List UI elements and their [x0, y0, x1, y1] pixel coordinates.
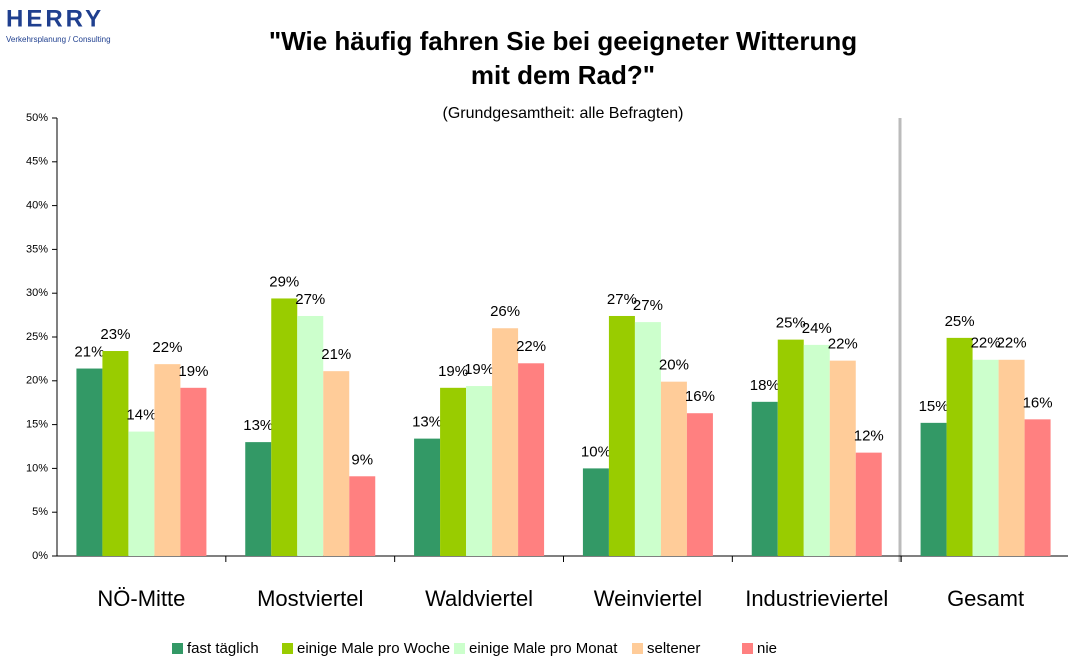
bar — [1024, 419, 1051, 556]
value-label: 16% — [1023, 394, 1053, 411]
y-tick-label: 50% — [26, 112, 48, 124]
bar — [245, 442, 272, 556]
bar — [777, 339, 804, 556]
value-label: 19% — [178, 363, 208, 380]
bar — [920, 422, 947, 556]
value-label: 16% — [685, 388, 715, 405]
bar — [180, 387, 207, 556]
value-label: 22% — [828, 336, 858, 353]
bar — [634, 322, 661, 556]
legend-label: fast täglich — [187, 640, 259, 657]
value-label: 23% — [100, 326, 130, 343]
bar — [440, 387, 467, 556]
y-tick-label: 0% — [32, 550, 48, 562]
value-label: 18% — [750, 377, 780, 394]
bar — [972, 359, 999, 556]
logo: HERRY — [6, 5, 104, 32]
value-label: 27% — [607, 291, 637, 308]
value-label: 20% — [659, 357, 689, 374]
x-tick-label: Gesamt — [947, 586, 1024, 611]
y-tick-label: 15% — [26, 419, 48, 431]
bar — [998, 359, 1025, 556]
legend-label: einige Male pro Woche — [297, 640, 450, 657]
value-label: 19% — [438, 363, 468, 380]
value-label: 10% — [581, 443, 611, 460]
bar — [751, 401, 778, 556]
value-label: 13% — [412, 414, 442, 431]
bar — [76, 368, 103, 556]
bar — [102, 351, 129, 556]
value-label: 22% — [971, 335, 1001, 352]
chart-title: "Wie häufig fahren Sie bei geeigneter Wi… — [269, 26, 857, 56]
legend-swatch — [282, 643, 293, 654]
x-tick-label: Waldviertel — [425, 586, 533, 611]
bar — [271, 298, 298, 556]
bar — [582, 468, 609, 556]
y-tick-label: 25% — [26, 331, 48, 343]
y-tick-label: 20% — [26, 375, 48, 387]
legend-swatch — [742, 643, 753, 654]
x-tick-label: Mostviertel — [257, 586, 363, 611]
value-label: 26% — [490, 303, 520, 320]
legend-label: nie — [757, 640, 777, 657]
logo-tagline: Verkehrsplanung / Consulting — [6, 35, 111, 44]
bar — [128, 431, 155, 556]
bar — [466, 386, 493, 556]
value-label: 21% — [321, 346, 351, 363]
value-label: 25% — [776, 315, 806, 332]
value-label: 22% — [997, 335, 1027, 352]
bar — [518, 363, 545, 556]
value-label: 21% — [74, 344, 104, 361]
bar — [349, 476, 376, 556]
x-tick-label: Weinviertel — [594, 586, 702, 611]
bar — [803, 344, 830, 556]
bar — [323, 371, 350, 556]
value-label: 27% — [633, 297, 663, 314]
value-label: 29% — [269, 273, 299, 290]
y-tick-label: 30% — [26, 287, 48, 299]
bar — [608, 315, 635, 556]
y-tick-label: 35% — [26, 243, 48, 255]
subtitle: (Grundgesamtheit: alle Befragten) — [442, 105, 683, 122]
value-label: 27% — [295, 291, 325, 308]
value-label: 15% — [919, 398, 949, 415]
bar — [154, 364, 181, 556]
x-tick-label: NÖ-Mitte — [97, 586, 185, 611]
legend-swatch — [632, 643, 643, 654]
bar — [946, 337, 973, 556]
value-label: 9% — [351, 451, 373, 468]
bar — [492, 328, 519, 556]
chart-title: mit dem Rad?" — [471, 60, 655, 90]
value-label: 22% — [152, 339, 182, 356]
value-label: 19% — [464, 361, 494, 378]
value-label: 25% — [945, 313, 975, 330]
bar — [414, 438, 441, 556]
legend-swatch — [172, 643, 183, 654]
legend-swatch — [454, 643, 465, 654]
legend-label: einige Male pro Monat — [469, 640, 618, 657]
y-tick-label: 45% — [26, 156, 48, 168]
legend-label: seltener — [647, 640, 700, 657]
y-tick-label: 5% — [32, 506, 48, 518]
bar — [855, 452, 882, 556]
bar — [829, 360, 856, 556]
x-tick-label: Industrieviertel — [745, 586, 888, 611]
y-tick-label: 40% — [26, 200, 48, 212]
value-label: 12% — [854, 428, 884, 445]
bar — [660, 381, 687, 556]
value-label: 22% — [516, 338, 546, 355]
value-label: 24% — [802, 320, 832, 337]
y-tick-label: 10% — [26, 462, 48, 474]
bar — [686, 413, 713, 556]
bar — [297, 315, 324, 556]
value-label: 14% — [126, 407, 156, 424]
value-label: 13% — [243, 417, 273, 434]
